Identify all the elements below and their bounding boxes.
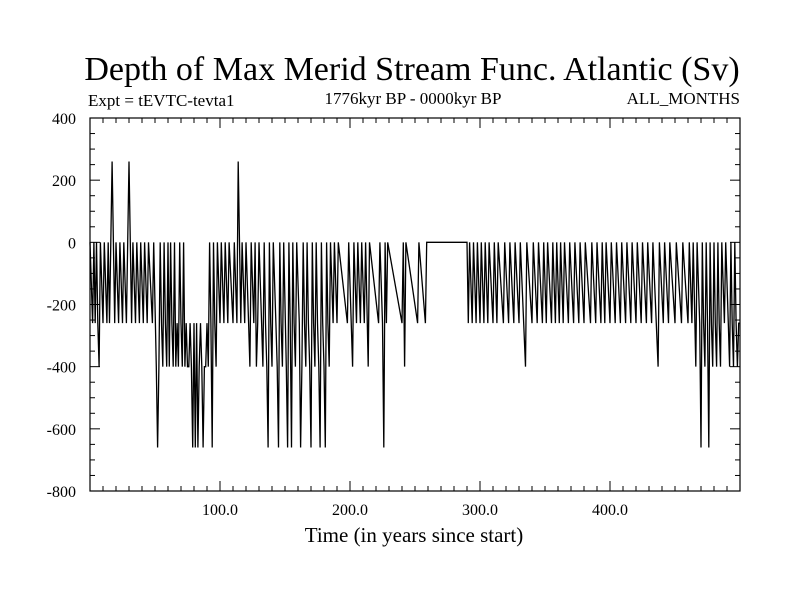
x-tick-label: 200.0 <box>332 502 368 519</box>
y-tick-label: -200 <box>47 298 76 315</box>
experiment-label: Expt = tEVTC-tevta1 <box>88 91 235 110</box>
x-tick-label: 300.0 <box>462 502 498 519</box>
y-tick-label: 0 <box>68 235 76 252</box>
x-tick-label: 100.0 <box>202 502 238 519</box>
chart-title: Depth of Max Merid Stream Func. Atlantic… <box>84 51 739 88</box>
x-axis-title: Time (in years since start) <box>305 523 524 547</box>
data-series <box>89 161 740 448</box>
tick-labels: 100.0 200.0 300.0 400.0 -800 -600 -400 -200 0 200… <box>47 111 628 519</box>
y-tick-label: -400 <box>47 360 76 377</box>
axis-ticks <box>90 118 740 491</box>
y-tick-label: 200 <box>52 173 76 190</box>
months-label: ALL_MONTHS <box>627 89 740 108</box>
y-tick-label: -600 <box>47 422 76 439</box>
y-tick-label: -800 <box>47 484 76 501</box>
period-label: 1776kyr BP - 0000kyr BP <box>325 89 502 108</box>
x-tick-label: 400.0 <box>592 502 628 519</box>
series-line <box>89 161 740 448</box>
plot-frame <box>89 117 741 492</box>
y-tick-label: 400 <box>52 111 76 128</box>
